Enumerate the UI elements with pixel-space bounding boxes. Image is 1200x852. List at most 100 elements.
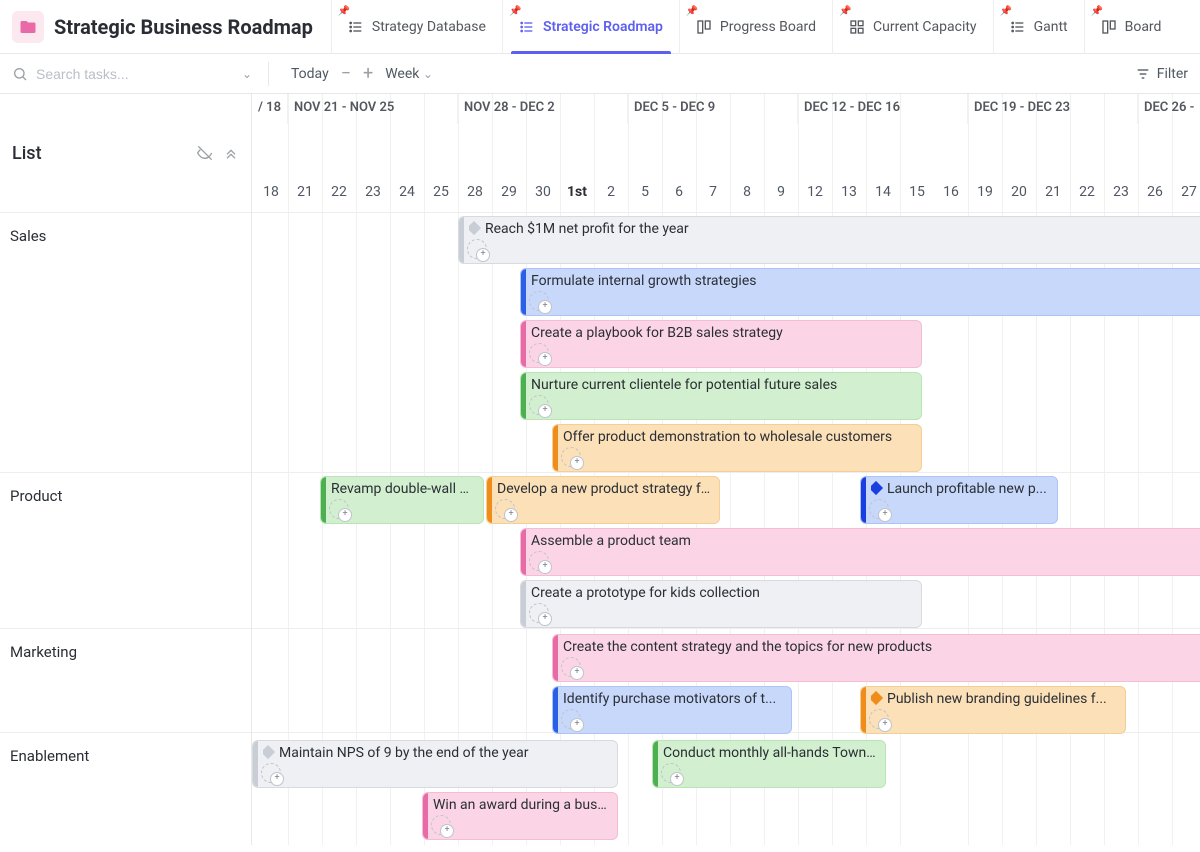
assignee-add-icon[interactable] <box>529 395 549 415</box>
task-bar[interactable]: Revamp double-wall gl... <box>320 476 484 524</box>
task-bar[interactable]: Maintain NPS of 9 by the end of the year <box>252 740 618 788</box>
assignee-add-icon[interactable] <box>495 499 515 519</box>
assignee-add-icon[interactable] <box>261 763 281 783</box>
timeline-grid[interactable]: / 18NOV 21 - NOV 25NOV 28 - DEC 2DEC 5 -… <box>252 94 1200 845</box>
task-title: Revamp double-wall gl... <box>331 481 475 497</box>
group-label: Marketing <box>10 643 77 661</box>
folder-icon <box>12 11 44 43</box>
task-title: Win an award during a busi... <box>433 797 609 813</box>
eye-off-icon[interactable] <box>197 145 213 161</box>
pin-icon: 📌 <box>1000 6 1012 17</box>
task-title: Offer product demonstration to wholesale… <box>563 429 913 445</box>
task-bar[interactable]: Launch profitable new p... <box>860 476 1058 524</box>
tab-current-capacity[interactable]: 📌 Current Capacity <box>832 0 993 54</box>
tab-label: Current Capacity <box>873 19 977 35</box>
task-title: Develop a new product strategy f... <box>497 481 711 497</box>
assignee-add-icon[interactable] <box>869 709 889 729</box>
tab-progress-board[interactable]: 📌 Progress Board <box>679 0 832 54</box>
group-sales[interactable]: Sales <box>0 212 251 472</box>
task-bar[interactable]: Identify purchase motivators of t... <box>552 686 792 734</box>
filter-label: Filter <box>1157 66 1188 82</box>
task-title: Identify purchase motivators of t... <box>563 691 783 707</box>
search-input[interactable] <box>36 66 234 82</box>
search-wrap: ⌄ <box>12 66 252 82</box>
tab-board[interactable]: 📌 Board <box>1084 0 1178 54</box>
task-bar[interactable]: Win an award during a busi... <box>422 792 618 840</box>
search-icon <box>12 66 28 82</box>
assignee-add-icon[interactable] <box>661 763 681 783</box>
group-marketing[interactable]: Marketing <box>0 628 251 732</box>
task-bar[interactable]: Create a prototype for kids collection <box>520 580 922 628</box>
view-tabs: 📌Strategy Database📌Strategic Roadmap📌Pro… <box>331 0 1178 54</box>
task-title: Create the content strategy and the topi… <box>563 639 1200 655</box>
assignee-add-icon[interactable] <box>561 657 581 677</box>
milestone-icon <box>871 691 883 705</box>
group-label: Sales <box>10 227 46 245</box>
page-title: Strategic Business Roadmap <box>54 15 313 39</box>
list-icon <box>1010 19 1026 35</box>
assignee-add-icon[interactable] <box>329 499 349 519</box>
collapse-icon[interactable] <box>223 145 239 161</box>
assignee-add-icon[interactable] <box>561 709 581 729</box>
sidebar: List SalesProductMarketingEnablement <box>0 94 252 845</box>
chevron-down-icon[interactable]: ⌄ <box>242 67 252 81</box>
task-bar[interactable]: Reach $1M net profit for the year <box>458 216 1200 264</box>
tab-label: Board <box>1125 19 1162 35</box>
milestone-icon <box>469 221 481 235</box>
scale-dropdown[interactable]: Week ⌄ <box>379 62 439 86</box>
milestone-icon <box>871 481 883 495</box>
assignee-add-icon[interactable] <box>529 343 549 363</box>
task-bar[interactable]: Create the content strategy and the topi… <box>552 634 1200 682</box>
pin-icon: 📌 <box>839 6 851 17</box>
milestone-icon <box>263 745 275 759</box>
task-title: Conduct monthly all-hands Town... <box>663 745 877 761</box>
divider <box>268 62 269 86</box>
toolbar: ⌄ Today − + Week ⌄ Filter <box>0 54 1200 94</box>
assignee-add-icon[interactable] <box>561 447 581 467</box>
task-bar[interactable]: Create a playbook for B2B sales strategy <box>520 320 922 368</box>
task-bar[interactable]: Develop a new product strategy f... <box>486 476 720 524</box>
task-title: Launch profitable new p... <box>871 481 1049 497</box>
tab-label: Strategic Roadmap <box>543 19 663 35</box>
list-icon <box>348 19 364 35</box>
assignee-add-icon[interactable] <box>869 499 889 519</box>
grid-icon <box>849 19 865 35</box>
tab-gantt[interactable]: 📌Gantt <box>993 0 1084 54</box>
tab-label: Strategy Database <box>372 19 486 35</box>
task-bar[interactable]: Offer product demonstration to wholesale… <box>552 424 922 472</box>
group-label: Product <box>10 487 62 505</box>
task-bar[interactable]: Conduct monthly all-hands Town... <box>652 740 886 788</box>
assignee-add-icon[interactable] <box>529 291 549 311</box>
group-product[interactable]: Product <box>0 472 251 628</box>
tab-strategic-roadmap[interactable]: 📌Strategic Roadmap <box>502 0 679 54</box>
pin-icon: 📌 <box>1091 6 1103 17</box>
main-area: List SalesProductMarketingEnablement / 1… <box>0 94 1200 845</box>
pin-icon: 📌 <box>686 6 698 17</box>
task-title: Assemble a product team <box>531 533 1200 549</box>
board-icon <box>696 19 712 35</box>
list-icon <box>519 19 535 35</box>
task-bar[interactable]: Formulate internal growth strategies <box>520 268 1200 316</box>
filter-button[interactable]: Filter <box>1135 66 1188 82</box>
tab-label: Progress Board <box>720 19 816 35</box>
task-bar[interactable]: Publish new branding guidelines f... <box>860 686 1126 734</box>
list-header: List <box>0 94 251 212</box>
task-title: Create a playbook for B2B sales strategy <box>531 325 913 341</box>
assignee-add-icon[interactable] <box>467 239 487 259</box>
assignee-add-icon[interactable] <box>529 603 549 623</box>
assignee-add-icon[interactable] <box>529 551 549 571</box>
task-title: Publish new branding guidelines f... <box>871 691 1117 707</box>
zoom-in-button[interactable]: + <box>357 61 379 87</box>
task-title: Maintain NPS of 9 by the end of the year <box>263 745 609 761</box>
assignee-add-icon[interactable] <box>431 815 451 835</box>
tab-strategy-db[interactable]: 📌Strategy Database <box>331 0 502 54</box>
scale-label: Week <box>385 66 419 82</box>
today-button[interactable]: Today <box>285 62 335 86</box>
zoom-out-button[interactable]: − <box>335 61 357 87</box>
task-bars: Reach $1M net profit for the yearFormula… <box>252 94 1200 845</box>
task-bar[interactable]: Nurture current clientele for potential … <box>520 372 922 420</box>
task-bar[interactable]: Assemble a product team <box>520 528 1200 576</box>
list-label: List <box>12 143 42 164</box>
group-enablement[interactable]: Enablement <box>0 732 251 852</box>
filter-icon <box>1135 66 1151 82</box>
